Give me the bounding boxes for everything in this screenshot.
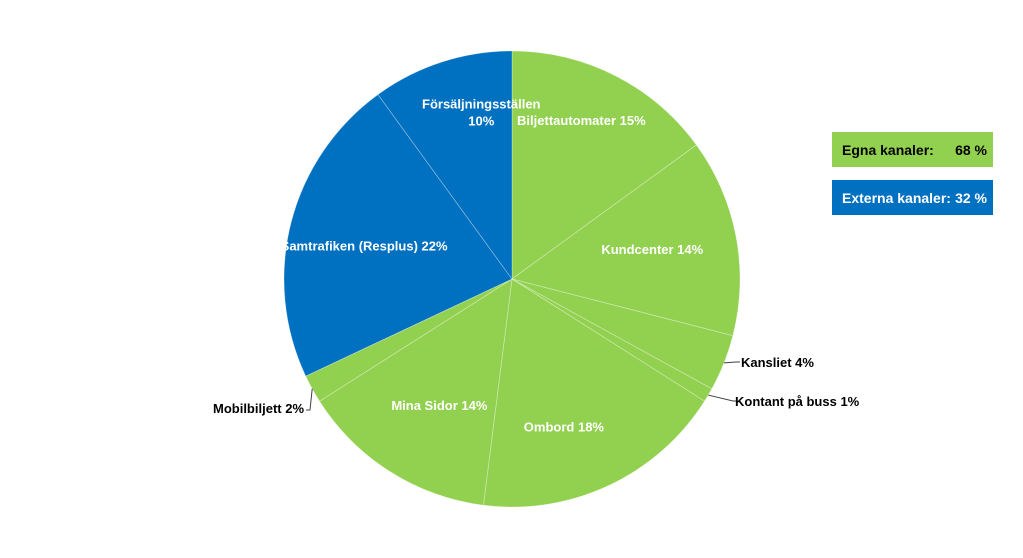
- slice-label-biljettautomater: Biljettautomater 15%: [517, 113, 646, 128]
- pie-slices: [283, 50, 741, 508]
- slice-label-kundcenter: Kundcenter 14%: [601, 242, 703, 257]
- egna-kanaler-label: Egna kanaler:: [842, 141, 934, 158]
- externa-kanaler-label: Externa kanaler:: [842, 189, 951, 206]
- slice-labels: Biljettautomater 15% Kundcenter 14% Kansli…: [213, 96, 860, 434]
- pie-slice-försäljningsställen: [377, 50, 513, 281]
- slice-label-samtrafiken-resplus: Samtrafiken (Resplus) 22%: [281, 239, 448, 254]
- egna-kanaler-box: Egna kanaler: 68 %: [832, 132, 993, 167]
- slice-label-mobilbiljett: Mobilbiljett 2%: [213, 401, 304, 416]
- pie-slice-mina-sidor: [318, 278, 513, 506]
- leader-line-kansliet: [723, 361, 740, 364]
- egna-kanaler-value: 68 %: [955, 141, 987, 158]
- pie-slice-kundcenter: [511, 144, 741, 337]
- slice-label-ombord: Ombord 18%: [524, 420, 605, 435]
- slice-label-försäljningsställen: Försäljningsställen 10%: [422, 96, 541, 128]
- externa-kanaler-box: Externa kanaler: 32 %: [832, 180, 993, 215]
- slice-label-mina-sidor: Mina Sidor 14%: [391, 398, 488, 413]
- leader-lines: [306, 361, 740, 411]
- pie-slice-biljettautomater: [511, 50, 698, 280]
- slice-label-kontant-på-buss: Kontant på buss 1%: [735, 394, 860, 409]
- pie-slice-ombord: [482, 278, 706, 508]
- leader-line-mobilbiljett: [306, 388, 313, 411]
- leader-line-kontant-på-buss: [708, 394, 737, 402]
- externa-kanaler-value: 32 %: [955, 189, 987, 206]
- pie-slice-samtrafiken-resplus: [283, 93, 513, 377]
- pie-slice-kansliet: [511, 278, 734, 390]
- slice-label-kansliet: Kansliet 4%: [741, 355, 814, 370]
